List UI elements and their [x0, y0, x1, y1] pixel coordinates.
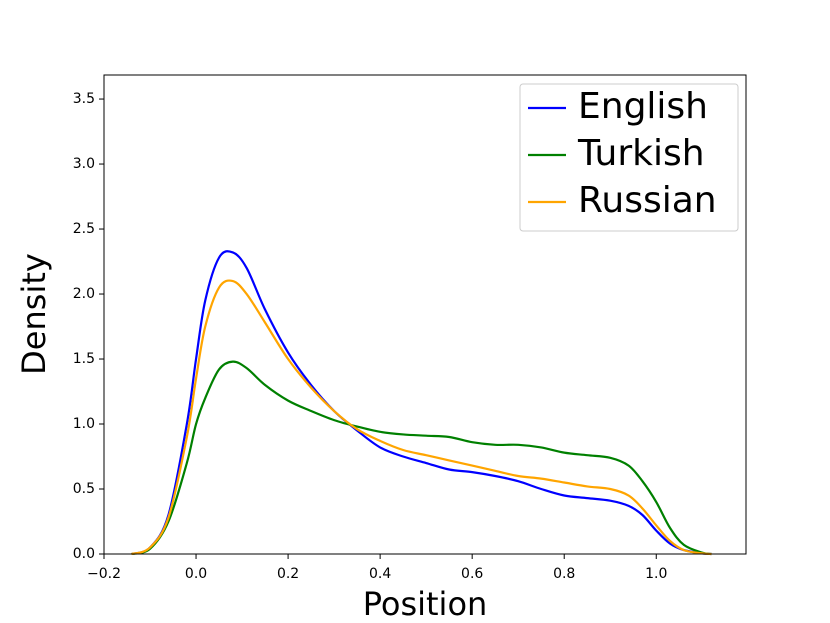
x-tick-label: 0.8	[553, 566, 575, 582]
legend-label: English	[578, 86, 708, 127]
x-tick-label: −0.2	[87, 566, 121, 582]
y-tick-label: 3.5	[73, 91, 95, 107]
line-series	[131, 360, 712, 556]
line-series	[131, 279, 712, 556]
x-tick-label: 1.0	[645, 566, 667, 582]
legend-label: Russian	[578, 180, 717, 221]
y-tick-label: 0.5	[73, 481, 95, 497]
x-axis-label: Position	[363, 585, 488, 623]
y-tick-label: 2.0	[73, 286, 95, 302]
legend-box	[519, 83, 739, 232]
plot-frame	[103, 74, 747, 555]
y-tick-label: 0.0	[73, 546, 95, 562]
x-tick-label: 0.0	[185, 566, 207, 582]
line-series	[131, 250, 712, 556]
y-tick-label: 1.0	[73, 416, 95, 432]
x-tick-label: 0.2	[277, 566, 299, 582]
y-tick-label: 2.5	[73, 221, 95, 237]
x-tick-label: 0.4	[369, 566, 391, 582]
y-tick-label: 1.5	[73, 351, 95, 367]
x-tick-label: 0.6	[461, 566, 483, 582]
legend-label: Turkish	[577, 133, 705, 174]
y-axis-label: Density	[15, 253, 53, 375]
y-tick-label: 3.0	[73, 156, 95, 172]
